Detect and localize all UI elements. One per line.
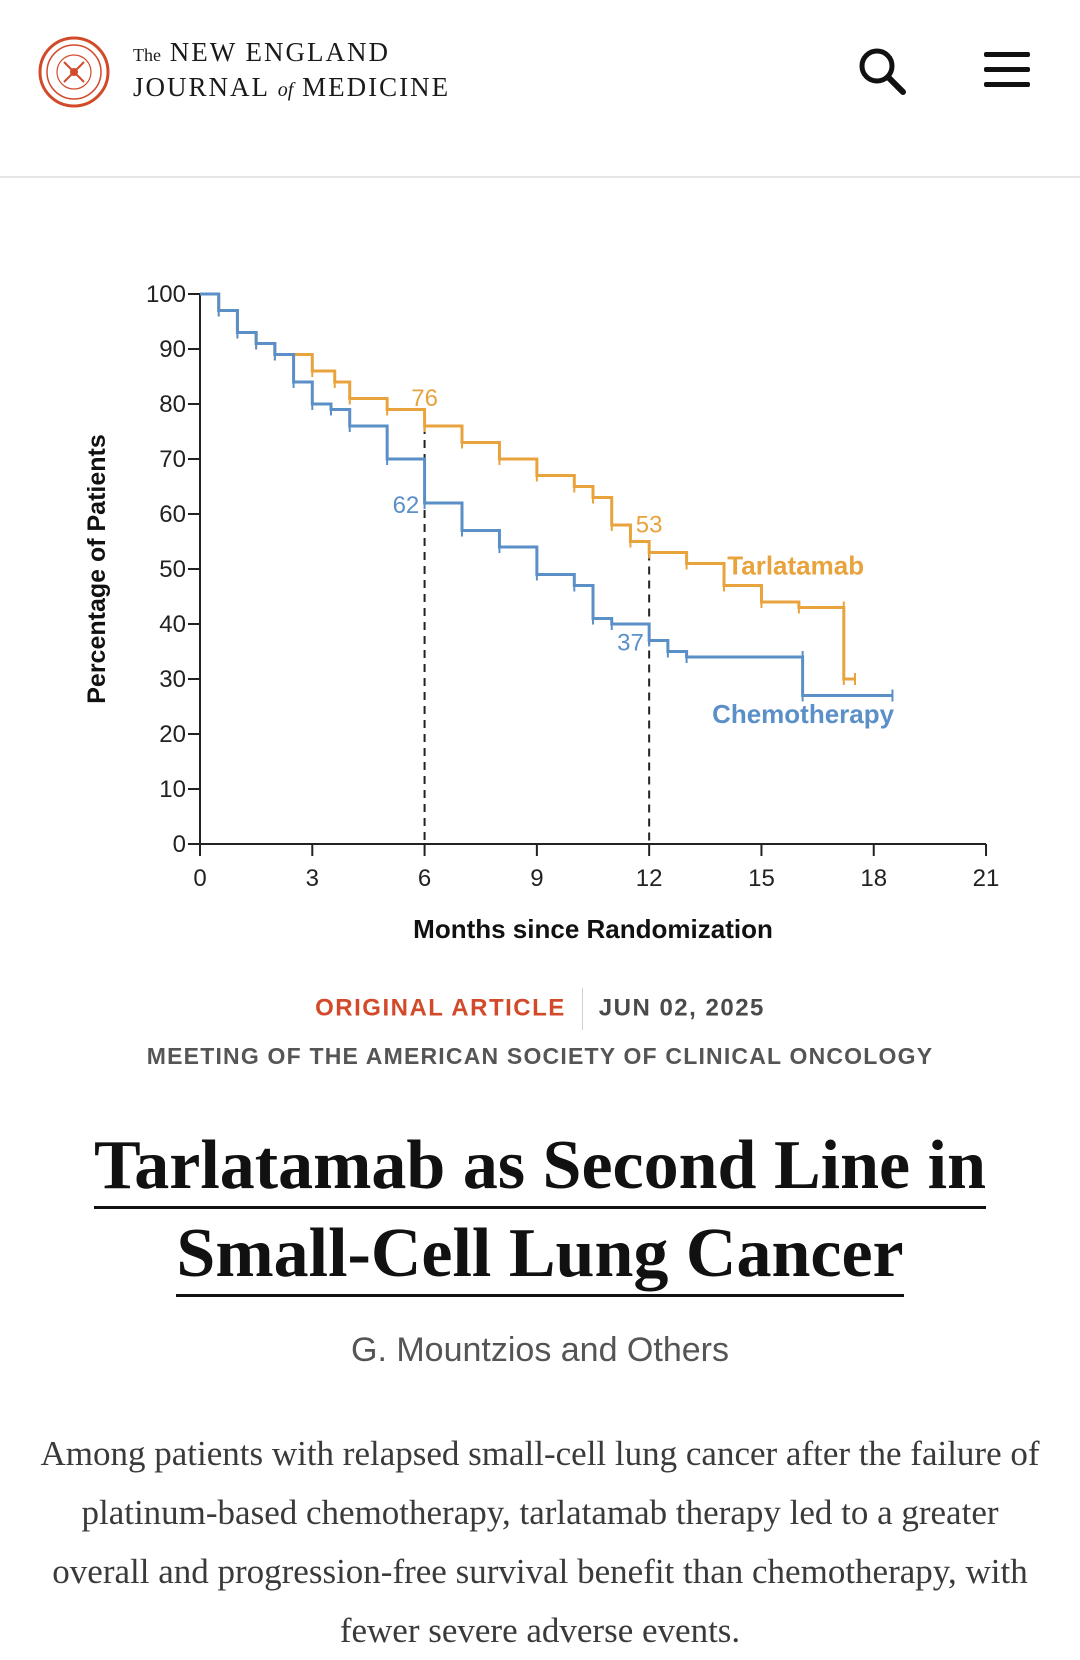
x-tick-label: 9 bbox=[530, 865, 543, 892]
chart-labels: Tarlatamab Chemotherapy 76 62 53 37 bbox=[393, 385, 895, 729]
data-label: 76 bbox=[411, 385, 438, 412]
y-tick-label: 0 bbox=[173, 831, 186, 858]
chart-axes: 0 10 20 30 40 50 60 70 80 90 100 0 3 6 9 12 15 18 21 Months… bbox=[83, 281, 999, 944]
title-line-2[interactable]: Small-Cell Lung Cancer bbox=[176, 1215, 904, 1297]
masthead-logo[interactable]: The NEW ENGLAND JOURNAL of MEDICINE bbox=[133, 37, 450, 107]
data-label: 37 bbox=[617, 630, 644, 657]
y-tick-label: 70 bbox=[159, 446, 186, 473]
series-label-chemotherapy: Chemotherapy bbox=[712, 699, 895, 729]
article-summary: Among patients with relapsed small-cell … bbox=[40, 1434, 1040, 1650]
title-line-1[interactable]: Tarlatamab as Second Line in bbox=[93, 1127, 987, 1209]
masthead-medicine: MEDICINE bbox=[302, 72, 451, 102]
data-label: 53 bbox=[636, 512, 663, 539]
y-axis-title: Percentage of Patients bbox=[83, 434, 111, 704]
survival-chart: 0 10 20 30 40 50 60 70 80 90 100 0 3 6 9 12 15 18 21 Months… bbox=[83, 281, 999, 944]
y-tick-label: 80 bbox=[159, 391, 186, 418]
article-authors[interactable]: G. Mountzios and Others bbox=[351, 1331, 729, 1369]
chart-series bbox=[200, 292, 894, 702]
y-tick-label: 90 bbox=[159, 336, 186, 363]
data-label: 62 bbox=[393, 492, 420, 519]
site-header: The NEW ENGLAND JOURNAL of MEDICINE bbox=[0, 0, 1080, 178]
series-line-tarlatamab bbox=[200, 292, 856, 681]
y-tick-label: 100 bbox=[146, 281, 186, 308]
series-label-tarlatamab: Tarlatamab bbox=[727, 551, 864, 581]
y-tick-label: 40 bbox=[159, 611, 186, 638]
nejm-seal-icon[interactable] bbox=[38, 36, 110, 108]
article-date: JUN 02, 2025 bbox=[598, 994, 765, 1022]
x-tick-label: 15 bbox=[748, 865, 775, 892]
x-tick-label: 3 bbox=[306, 865, 319, 892]
masthead-journal: JOURNAL bbox=[133, 72, 270, 102]
search-icon[interactable] bbox=[855, 44, 909, 98]
hamburger-menu-icon[interactable] bbox=[982, 50, 1032, 90]
x-tick-label: 18 bbox=[860, 865, 887, 892]
article-type-label[interactable]: ORIGINAL ARTICLE bbox=[315, 994, 566, 1022]
meta-divider bbox=[581, 988, 583, 1030]
article-meta: ORIGINAL ARTICLE JUN 02, 2025 bbox=[0, 988, 1080, 1030]
masthead-line1: NEW ENGLAND bbox=[169, 37, 390, 67]
x-axis-title: Months since Randomization bbox=[413, 914, 773, 944]
y-tick-label: 30 bbox=[159, 666, 186, 693]
article-title[interactable]: Tarlatamab as Second Line in Small-Cell … bbox=[40, 1122, 1040, 1298]
masthead-the: The bbox=[133, 45, 161, 65]
y-tick-label: 50 bbox=[159, 556, 186, 583]
x-tick-label: 6 bbox=[418, 865, 431, 892]
x-tick-label: 21 bbox=[973, 865, 1000, 892]
x-tick-label: 12 bbox=[636, 865, 663, 892]
x-tick-label: 0 bbox=[193, 865, 206, 892]
y-tick-label: 10 bbox=[159, 776, 186, 803]
series-line-chemotherapy bbox=[200, 292, 893, 697]
y-tick-label: 60 bbox=[159, 501, 186, 528]
reference-lines bbox=[423, 426, 651, 844]
meeting-label: MEETING OF THE AMERICAN SOCIETY OF CLINI… bbox=[146, 1043, 934, 1069]
y-tick-label: 20 bbox=[159, 721, 186, 748]
masthead-of: of bbox=[277, 79, 294, 101]
